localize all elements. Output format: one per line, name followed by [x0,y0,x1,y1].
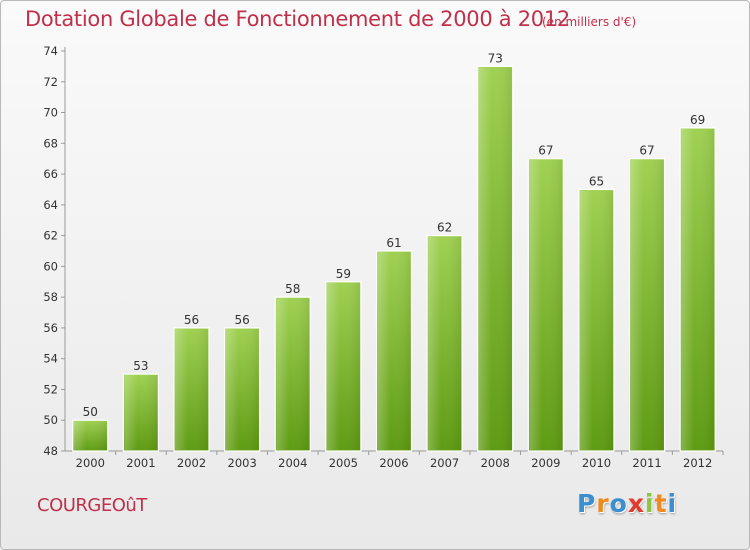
bar-shine [73,421,107,450]
bar-shine [225,328,259,450]
x-tick-label: 2004 [278,456,307,470]
y-tick-label: 48 [43,444,58,458]
data-label: 59 [336,267,351,281]
x-tick-label: 2008 [481,456,510,470]
bar-shine [428,236,462,450]
data-label: 69 [690,113,705,127]
bar-shine [326,282,360,450]
x-tick-label: 2000 [76,456,105,470]
y-tick-label: 74 [43,44,58,58]
chart-title: Dotation Globale de Fonctionnement de 20… [25,7,570,31]
bar-shine [630,159,664,450]
y-tick-label: 56 [43,321,58,335]
x-tick-label: 2003 [228,456,257,470]
x-tick-label: 2002 [177,456,206,470]
bar-shine [175,328,209,450]
data-label: 50 [83,405,98,419]
commune-name: COURGEOûT [37,495,147,516]
bar-shine [124,375,158,450]
y-tick-label: 54 [43,352,58,366]
data-label: 53 [133,359,148,373]
x-tick-label: 2011 [632,456,661,470]
y-tick-label: 66 [43,167,58,181]
bar-shine [478,67,512,450]
logo-letter: x [627,489,645,518]
y-tick-label: 62 [43,229,58,243]
logo-letter: t [654,489,668,518]
x-tick-label: 2006 [379,456,408,470]
y-tick-label: 70 [43,106,58,120]
logo-letter: o [609,489,628,518]
data-label: 56 [235,313,250,327]
x-tick-label: 2010 [582,456,611,470]
bars: 50 53 56 56 58 59 61 62 73 67 65 67 69 [72,51,716,452]
y-tick-label: 64 [43,198,58,212]
chart-unit: (en milliers d'€) [542,15,637,29]
x-tick-label: 2007 [430,456,459,470]
x-tick-label: 2012 [683,456,712,470]
logo-letter: i [645,489,655,518]
proxiti-logo: Proxiti [577,489,677,518]
data-label: 62 [437,221,452,235]
bar-shine [377,252,411,450]
bar-shine [681,128,715,450]
y-tick-label: 68 [43,136,58,150]
data-label: 65 [589,174,604,188]
y-tick-label: 72 [43,75,58,89]
y-tick-label: 58 [43,290,58,304]
bar-shine [276,298,310,450]
y-axis: 48 50 52 54 56 58 60 62 64 66 68 70 72 74 [43,44,66,458]
x-tick-label: 2009 [531,456,560,470]
y-tick-label: 50 [43,413,58,427]
data-label: 58 [285,282,300,296]
x-tick-label: 2001 [126,456,155,470]
logo-letter: P [577,489,597,518]
data-label: 73 [488,51,503,65]
data-label: 67 [639,144,654,158]
x-axis: 2000 2001 2002 2003 2004 2005 2006 2007 2008 2009… [65,450,724,470]
logo-letter: r [596,489,610,518]
bar-shine [579,190,613,450]
bar-shine [529,159,563,450]
y-tick-label: 60 [43,259,58,273]
logo-letter: i [667,489,678,518]
y-tick-label: 52 [43,382,58,396]
x-tick-label: 2005 [329,456,358,470]
data-label: 61 [386,236,401,250]
data-label: 67 [538,144,553,158]
data-label: 56 [184,313,199,327]
